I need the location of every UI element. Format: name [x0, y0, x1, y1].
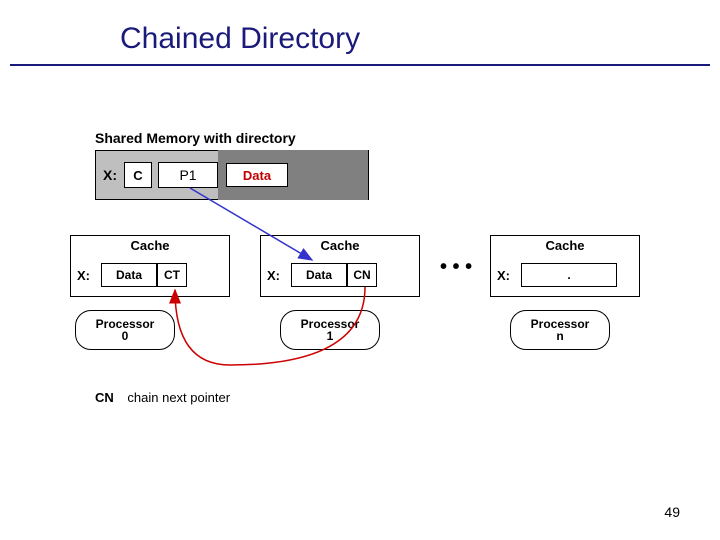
cache-box-1: Cache X: Data CN: [260, 235, 420, 297]
directory-data-cell: Data: [226, 163, 288, 187]
directory-head-pointer: P1: [158, 162, 218, 188]
legend-cn: CN: [95, 390, 114, 405]
cache1-cn: CN: [347, 263, 377, 287]
directory-data-region: Data: [218, 150, 368, 200]
procn-label-2: n: [556, 330, 563, 342]
cache1-x: X:: [267, 268, 291, 283]
cache-label-n: Cache: [545, 238, 584, 253]
cachen-empty: .: [521, 263, 617, 287]
directory-state: C: [124, 162, 152, 188]
cache-box-n: Cache X: .: [490, 235, 640, 297]
processor-n: Processor n: [510, 310, 610, 350]
page-number: 49: [664, 504, 680, 520]
legend-text: chain next pointer: [127, 390, 230, 405]
cache0-ct: CT: [157, 263, 187, 287]
cache-label-0: Cache: [130, 238, 169, 253]
cache-box-0: Cache X: Data CT: [70, 235, 230, 297]
proc1-label-2: 1: [327, 330, 334, 342]
shared-memory-label: Shared Memory with directory: [95, 130, 296, 146]
directory-x-label: X:: [96, 150, 124, 200]
directory-entry: X: C P1 Data: [95, 150, 369, 200]
ellipsis-dots: • • •: [440, 256, 472, 279]
proc0-label-2: 0: [122, 330, 129, 342]
processor-0: Processor 0: [75, 310, 175, 350]
diagram-area: Shared Memory with directory X: C P1 Dat…: [70, 130, 650, 450]
processor-1: Processor 1: [280, 310, 380, 350]
cache0-data: Data: [101, 263, 157, 287]
slide-title: Chained Directory: [120, 22, 360, 56]
cache1-data: Data: [291, 263, 347, 287]
title-underline: [10, 64, 710, 66]
cachen-x: X:: [497, 268, 521, 283]
legend: CN chain next pointer: [95, 390, 230, 405]
cache-label-1: Cache: [320, 238, 359, 253]
cache0-x: X:: [77, 268, 101, 283]
